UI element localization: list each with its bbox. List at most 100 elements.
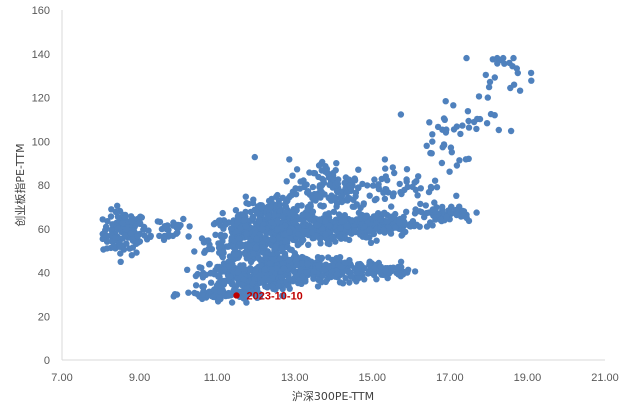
scatter-point (250, 196, 257, 203)
scatter-point (185, 233, 192, 240)
scatter-point (156, 232, 163, 240)
scatter-point (300, 228, 307, 235)
scatter-point (227, 273, 234, 280)
scatter-point (128, 252, 135, 259)
scatter-point (310, 169, 317, 177)
scatter-point (304, 188, 312, 195)
scatter-point (299, 211, 306, 218)
scatter-point (208, 246, 216, 253)
scatter-point (453, 211, 460, 219)
scatter-point (278, 274, 285, 281)
scatter-point (447, 144, 455, 151)
scatter-point (415, 173, 422, 180)
scatter-point (484, 94, 491, 101)
scatter-point (440, 141, 448, 148)
scatter-point (119, 220, 127, 227)
scatter-point (356, 215, 364, 222)
scatter-point (399, 231, 406, 238)
scatter-point (396, 219, 403, 226)
scatter-point (391, 169, 398, 177)
scatter-point (429, 138, 436, 145)
scatter-point (221, 279, 228, 286)
scatter-point (145, 227, 152, 234)
scatter-point (117, 243, 125, 250)
scatter-point (271, 211, 278, 219)
scatter-point (341, 259, 349, 266)
scatter-point (285, 275, 293, 282)
scatter-point (316, 217, 324, 224)
y-tick-label: 20 (38, 311, 50, 323)
y-axis-title: 创业板指PE-TTM (13, 143, 27, 226)
scatter-point (431, 177, 439, 184)
scatter-point (240, 217, 248, 224)
scatter-point (483, 120, 491, 127)
scatter-point (279, 213, 286, 221)
scatter-point (191, 248, 198, 255)
scatter-point (407, 223, 414, 230)
y-tick-label: 140 (32, 49, 50, 61)
scatter-point (351, 265, 358, 272)
scatter-point (341, 179, 348, 187)
scatter-point (206, 261, 213, 268)
scatter-point (453, 192, 460, 199)
scatter-point (268, 283, 276, 290)
scatter-point (452, 206, 460, 214)
scatter-point (123, 240, 130, 247)
x-tick-label: 19.00 (514, 372, 542, 384)
scatter-point (221, 232, 228, 239)
scatter-point (274, 217, 281, 225)
scatter-point (253, 235, 260, 242)
scatter-point (337, 225, 344, 232)
scatter-point (238, 281, 245, 288)
scatter-point (308, 229, 315, 236)
scatter-point (198, 235, 206, 242)
scatter-point (395, 271, 402, 278)
scatter-point (102, 231, 109, 238)
scatter-point (251, 153, 258, 161)
scatter-point (216, 249, 223, 256)
scatter-point (295, 230, 302, 237)
scatter-point (366, 226, 373, 233)
scatter-point (186, 223, 193, 230)
scatter-point (416, 223, 423, 230)
scatter-point (528, 77, 535, 84)
scatter-point (285, 282, 292, 289)
scatter-point (326, 240, 333, 248)
y-tick-label: 120 (32, 93, 50, 105)
scatter-point (320, 202, 327, 210)
y-tick-label: 100 (32, 136, 50, 148)
x-tick-label: 13.00 (281, 372, 309, 384)
scatter-point (308, 224, 315, 231)
scatter-point (219, 209, 226, 217)
scatter-point (268, 219, 276, 226)
scatter-point (196, 264, 203, 271)
scatter-point (180, 215, 187, 223)
scatter-point (473, 209, 480, 216)
scatter-point (201, 249, 208, 256)
scatter-point (465, 124, 473, 131)
scatter-point (174, 229, 181, 236)
scatter-point (274, 226, 281, 233)
scatter-point (224, 292, 231, 299)
scatter-point (242, 222, 250, 230)
scatter-point (417, 200, 424, 208)
scatter-point (426, 119, 433, 126)
scatter-point (122, 232, 129, 239)
scatter-point (434, 123, 442, 131)
scatter-point (437, 216, 444, 224)
scatter-point (136, 219, 144, 226)
scatter-point (121, 214, 129, 221)
scatter-point (432, 208, 439, 215)
scatter-point (292, 218, 299, 225)
scatter-point (338, 218, 346, 225)
scatter-point (482, 71, 489, 79)
scatter-point (227, 242, 234, 249)
scatter-point (280, 265, 288, 272)
scatter-point (279, 194, 287, 201)
x-tick-labels: 7.00 9.00 11.00 13.00 15.00 17.00 19.00 21.00 (51, 372, 618, 384)
scatter-point (274, 250, 281, 257)
scatter-point (269, 236, 277, 243)
scatter-point (237, 224, 245, 232)
scatter-point (381, 195, 389, 202)
scatter-point (459, 212, 467, 220)
